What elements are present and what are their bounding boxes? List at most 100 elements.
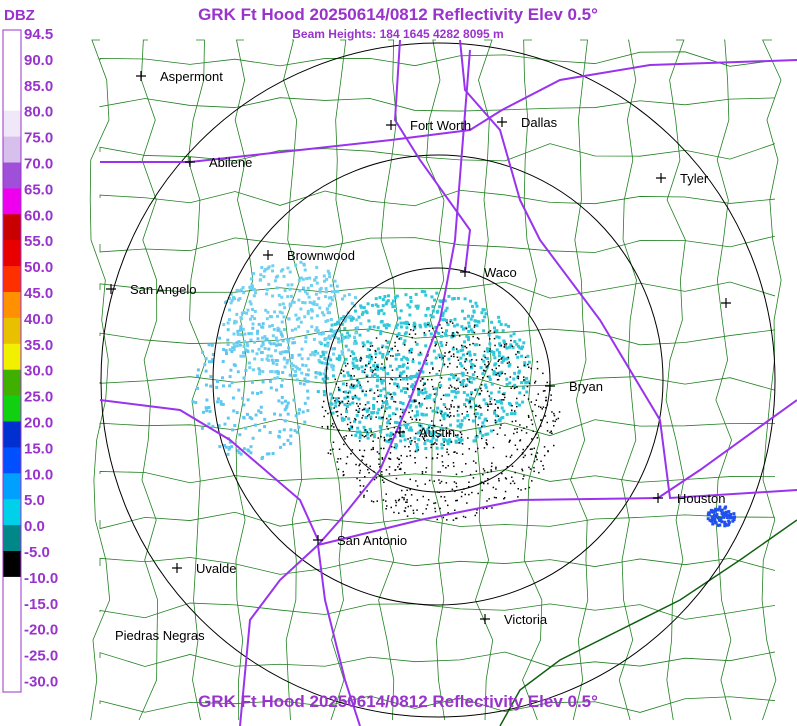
echo-pixel — [232, 348, 236, 352]
echo-pixel — [516, 431, 518, 434]
legend-swatch — [3, 58, 21, 86]
echo-pixel — [523, 379, 525, 381]
echo-pixel — [346, 423, 349, 426]
echo-pixel — [442, 465, 444, 467]
echo-pixel — [268, 379, 272, 383]
echo-pixel — [324, 337, 328, 341]
echo-pixel — [390, 378, 392, 380]
echo-pixel — [339, 402, 341, 404]
echo-pixel — [386, 299, 390, 303]
echo-pixel — [283, 306, 287, 310]
echo-pixel — [285, 404, 289, 408]
echo-pixel — [484, 385, 488, 389]
echo-pixel — [724, 510, 728, 514]
legend-swatch — [3, 110, 21, 138]
echo-pixel — [376, 326, 380, 330]
echo-pixel — [378, 463, 380, 465]
echo-pixel — [449, 350, 451, 353]
echo-pixel — [712, 509, 716, 513]
echo-pixel — [401, 496, 403, 499]
echo-pixel — [494, 403, 497, 405]
echo-pixel — [406, 489, 408, 491]
echo-pixel — [424, 440, 426, 442]
echo-pixel — [379, 320, 383, 324]
echo-pixel — [409, 454, 412, 457]
echo-pixel — [461, 353, 465, 357]
echo-pixel — [510, 412, 513, 416]
echo-pixel — [305, 379, 309, 383]
echo-pixel — [474, 371, 476, 373]
city-label: Victoria — [504, 612, 548, 627]
echo-pixel — [408, 349, 410, 352]
echo-pixel — [385, 469, 388, 471]
echo-pixel — [304, 364, 308, 368]
echo-pixel — [462, 391, 466, 394]
echo-pixel — [340, 333, 344, 337]
echo-pixel — [341, 400, 344, 403]
echo-pixel — [368, 413, 370, 416]
echo-pixel — [324, 350, 328, 354]
echo-pixel — [337, 358, 341, 362]
echo-pixel — [375, 367, 379, 371]
echo-pixel — [357, 397, 361, 401]
echo-pixel — [281, 302, 285, 306]
echo-pixel — [518, 346, 522, 350]
echo-pixel — [541, 408, 543, 410]
echo-pixel — [355, 364, 359, 368]
echo-pixel — [338, 404, 340, 407]
echo-pixel — [390, 397, 394, 401]
county-line — [99, 51, 776, 67]
echo-pixel — [498, 478, 500, 480]
echo-pixel — [439, 471, 441, 473]
echo-pixel — [431, 385, 434, 388]
echo-pixel — [415, 432, 417, 435]
echo-pixel — [369, 349, 371, 351]
echo-pixel — [306, 311, 310, 315]
echo-pixel — [439, 426, 443, 430]
echo-pixel — [473, 413, 476, 415]
echo-pixel — [372, 407, 376, 410]
echo-pixel — [253, 309, 257, 313]
echo-pixel — [421, 435, 424, 438]
echo-pixel — [525, 432, 528, 434]
echo-pixel — [276, 326, 280, 330]
echo-pixel — [496, 379, 499, 381]
echo-pixel — [446, 519, 448, 521]
echo-pixel — [517, 375, 519, 378]
echo-pixel — [521, 469, 524, 472]
echo-pixel — [380, 447, 382, 450]
echo-pixel — [488, 363, 490, 365]
echo-pixel — [441, 363, 445, 367]
echo-pixel — [446, 448, 448, 451]
echo-pixel — [416, 431, 420, 435]
echo-pixel — [274, 343, 278, 347]
county-line — [99, 511, 776, 530]
echo-pixel — [442, 357, 444, 359]
echo-pixel — [450, 373, 453, 377]
echo-pixel — [394, 401, 397, 403]
echo-pixel — [516, 386, 518, 388]
echo-pixel — [412, 512, 415, 514]
echo-pixel — [344, 344, 348, 348]
echo-pixel — [393, 511, 395, 514]
echo-pixel — [399, 415, 403, 419]
echo-pixel — [464, 345, 466, 348]
echo-pixel — [706, 517, 710, 521]
echo-pixel — [386, 341, 390, 345]
legend-swatch — [3, 395, 21, 422]
echo-pixel — [471, 419, 475, 423]
echo-pixel — [443, 318, 447, 322]
echo-pixel — [377, 366, 379, 368]
echo-pixel — [343, 403, 347, 407]
echo-pixel — [337, 458, 339, 460]
echo-pixel — [338, 397, 340, 399]
echo-pixel — [475, 470, 478, 472]
echo-pixel — [235, 288, 239, 292]
echo-pixel — [454, 490, 456, 493]
echo-pixel — [379, 366, 383, 370]
echo-pixel — [397, 353, 401, 356]
echo-pixel — [385, 400, 388, 404]
echo-pixel — [492, 429, 495, 432]
echo-pixel — [485, 442, 487, 444]
echo-pixel — [467, 378, 470, 382]
